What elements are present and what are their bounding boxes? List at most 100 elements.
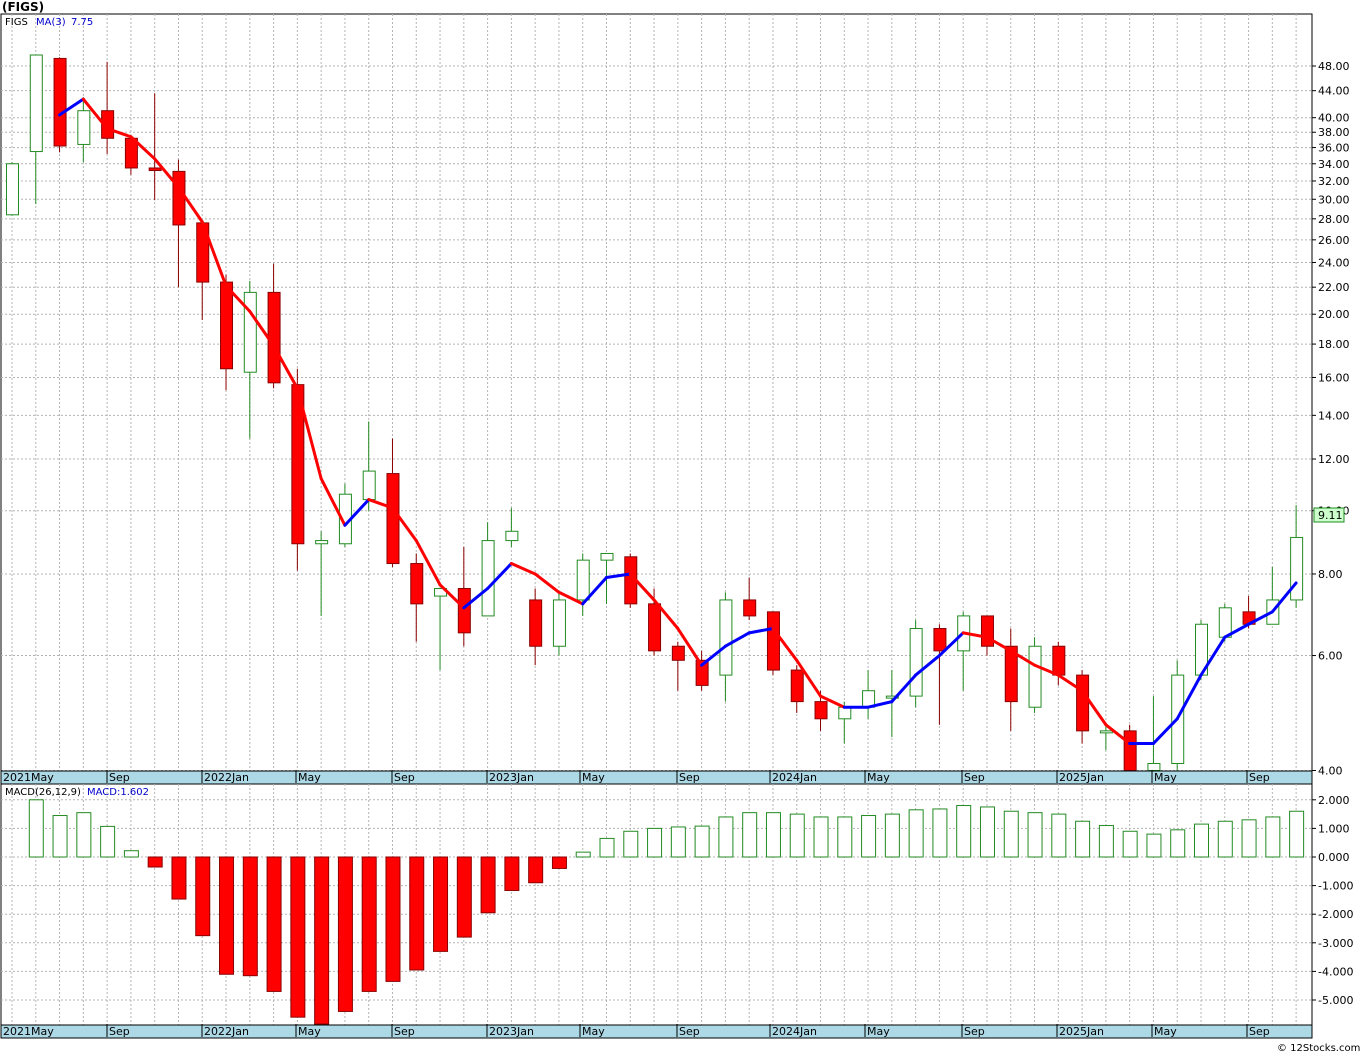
macd-bar-positive bbox=[52, 815, 68, 858]
macd-y-tick-label: -2.000 bbox=[1318, 908, 1353, 921]
macd-bar-positive bbox=[837, 816, 853, 858]
candle bbox=[1004, 628, 1018, 731]
candle-body-up bbox=[29, 54, 43, 153]
macd-legend-value: MACD:1.602 bbox=[87, 787, 149, 798]
ma-segment bbox=[1033, 663, 1060, 677]
ma-segment bbox=[914, 654, 941, 677]
ma-segment bbox=[1056, 673, 1084, 693]
candle bbox=[671, 641, 685, 691]
candle-body-up bbox=[77, 110, 91, 145]
ma-segment bbox=[1270, 581, 1298, 614]
candle-body-down bbox=[291, 384, 305, 545]
ma-segment bbox=[533, 572, 561, 594]
candle-body-down bbox=[814, 701, 828, 720]
price-y-tick-label: 16.00 bbox=[1318, 371, 1350, 384]
price-legend-ma-label: MA(3) bbox=[36, 17, 66, 28]
candle bbox=[148, 93, 162, 201]
candle-body-down bbox=[980, 615, 994, 647]
ma-segment bbox=[557, 590, 585, 606]
macd-date-label: May bbox=[298, 1025, 321, 1038]
ma-segment bbox=[1009, 649, 1037, 667]
macd-date-label: 2025Jan bbox=[1059, 1025, 1104, 1038]
macd-y-tick-label: 0.000 bbox=[1318, 851, 1350, 864]
macd-bar-negative bbox=[171, 856, 187, 900]
macd-bar-positive bbox=[742, 812, 758, 858]
ma-segment bbox=[129, 135, 157, 161]
candle bbox=[53, 57, 67, 153]
macd-bar-positive bbox=[884, 813, 900, 858]
macd-x-axis-labels: 2021May Sep 2022Jan May Sep 2023Jan May Sep 2024… bbox=[0, 1024, 1270, 1038]
ma-segment bbox=[1151, 717, 1179, 745]
candle-body-up bbox=[909, 628, 923, 697]
price-date-label: 2023Jan bbox=[489, 771, 534, 784]
ma-segment bbox=[605, 572, 632, 580]
macd-bar-positive bbox=[1265, 816, 1281, 858]
macd-bar-positive bbox=[1217, 820, 1233, 858]
macd-bar-positive bbox=[956, 805, 972, 858]
macd-bar-negative bbox=[504, 856, 520, 891]
price-y-tick-label: 34.00 bbox=[1318, 158, 1350, 171]
credit-text: © 12Stocks.com bbox=[1277, 1043, 1360, 1054]
ma-segment bbox=[367, 498, 394, 510]
macd-y-tick-label: -3.000 bbox=[1318, 937, 1353, 950]
macd-bar-positive bbox=[1051, 813, 1067, 858]
candle-body-up bbox=[1147, 762, 1161, 771]
macd-bar-positive bbox=[1027, 812, 1043, 858]
macd-bar-positive bbox=[670, 826, 686, 858]
candle-body-down bbox=[148, 167, 162, 172]
candle bbox=[196, 220, 210, 320]
candle-body-down bbox=[172, 170, 186, 226]
macd-date-label: Sep bbox=[394, 1025, 415, 1038]
macd-bar-negative bbox=[195, 856, 211, 937]
macd-date-label: May bbox=[582, 1025, 605, 1038]
candle bbox=[862, 670, 876, 719]
price-y-tick-label: 26.00 bbox=[1318, 234, 1350, 247]
macd-y-tick-label: -4.000 bbox=[1318, 965, 1353, 978]
chart-title: (FIGS) bbox=[2, 0, 44, 14]
price-date-label: May bbox=[1154, 771, 1177, 784]
macd-bar-negative bbox=[147, 856, 163, 868]
macd-bar-positive bbox=[718, 816, 734, 858]
candle-body-down bbox=[1004, 645, 1018, 703]
macd-date-label: Sep bbox=[679, 1025, 700, 1038]
ma-segment bbox=[176, 185, 204, 224]
candle bbox=[576, 553, 590, 616]
macd-bar-positive bbox=[76, 812, 92, 858]
macd-bar-positive bbox=[1194, 823, 1209, 858]
candle bbox=[648, 588, 662, 656]
macd-bar-positive bbox=[623, 830, 639, 858]
price-y-tick-label: 40.00 bbox=[1318, 112, 1350, 125]
candle-body-down bbox=[933, 628, 947, 652]
ma-segment bbox=[581, 576, 608, 606]
ma-segment bbox=[890, 673, 918, 704]
macd-legend-label: MACD(26,12,9) bbox=[5, 787, 81, 798]
ma-segment bbox=[509, 562, 537, 576]
ma-segment bbox=[248, 309, 276, 348]
ma-segment bbox=[58, 97, 85, 117]
price-y-tick-label: 20.00 bbox=[1318, 308, 1350, 321]
price-y-tick-label: 36.00 bbox=[1318, 142, 1350, 155]
macd-bar-positive bbox=[1241, 819, 1257, 858]
candle-body-up bbox=[1218, 607, 1232, 638]
last-price-label: 9.11 bbox=[1318, 509, 1343, 522]
macd-bar-positive bbox=[599, 837, 615, 858]
candle bbox=[505, 507, 519, 547]
macd-bar-negative bbox=[528, 856, 544, 884]
ma-segment bbox=[295, 386, 323, 481]
ma-segment bbox=[153, 157, 180, 189]
macd-date-label: May bbox=[867, 1025, 890, 1038]
ma-segment bbox=[937, 631, 965, 658]
moving-average-line bbox=[58, 97, 1298, 745]
macd-date-band bbox=[0, 1024, 1313, 1039]
macd-y-tick-label: -5.000 bbox=[1318, 994, 1353, 1007]
candle-body-down bbox=[220, 281, 234, 370]
candle bbox=[315, 531, 329, 616]
candle bbox=[338, 483, 352, 547]
ma-segment bbox=[343, 498, 371, 527]
macd-bar-positive bbox=[123, 850, 139, 858]
macd-bar-negative bbox=[385, 856, 401, 982]
macd-bar-positive bbox=[575, 851, 591, 858]
macd-bar-positive bbox=[1098, 825, 1114, 858]
candle bbox=[481, 522, 495, 617]
candle-body-down bbox=[743, 599, 757, 617]
